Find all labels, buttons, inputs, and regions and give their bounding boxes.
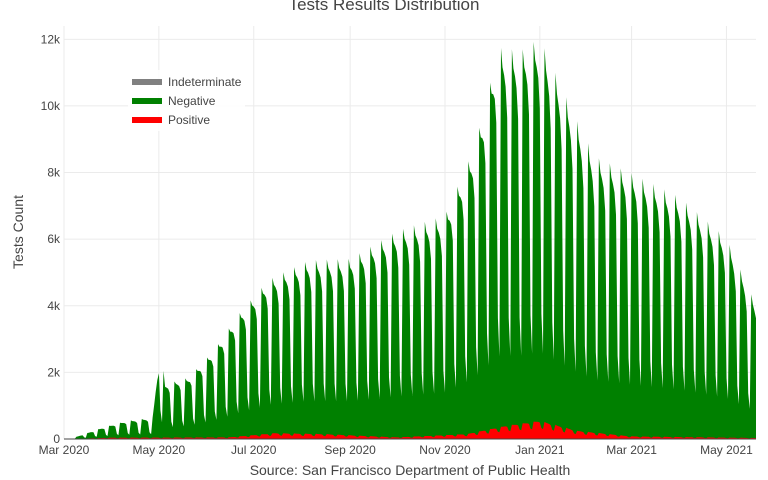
x-tick-label: May 2021 <box>700 443 753 457</box>
legend-swatch-indeterminate <box>132 78 162 85</box>
x-tick-label: May 2020 <box>133 443 186 457</box>
legend-label-negative: Negative <box>168 93 216 108</box>
y-tick-label: 6k <box>47 232 61 246</box>
y-tick-label: 12k <box>41 32 61 46</box>
x-tick-label: Mar 2021 <box>606 443 657 457</box>
legend-item-negative[interactable]: Negative <box>132 91 241 110</box>
y-tick-label: 4k <box>47 299 61 313</box>
area-positive[interactable] <box>68 421 756 439</box>
area-series <box>68 41 756 440</box>
x-tick-label: Nov 2020 <box>419 443 471 457</box>
x-tick-label: Jul 2020 <box>231 443 277 457</box>
legend-label-indeterminate: Indeterminate <box>168 74 242 89</box>
x-axis-label: Source: San Francisco Department of Publ… <box>249 462 571 478</box>
x-tick-label: Jan 2021 <box>515 443 565 457</box>
legend-item-positive[interactable]: Positive <box>132 110 241 129</box>
x-tick-label: Mar 2020 <box>39 443 90 457</box>
y-tick-label: 10k <box>41 99 61 113</box>
legend-label-positive: Positive <box>168 112 211 127</box>
legend-swatch-negative <box>132 97 162 104</box>
legend-swatch-positive <box>132 116 162 123</box>
area-negative[interactable] <box>68 41 756 440</box>
x-tick-label: Sep 2020 <box>324 443 376 457</box>
y-tick-label: 0 <box>53 432 60 446</box>
chart-title: Tests Results Distribution <box>288 0 480 14</box>
y-tick-label: 8k <box>47 166 61 180</box>
y-axis-label: Tests Count <box>10 195 26 269</box>
legend-item-indeterminate[interactable]: Indeterminate <box>132 72 241 91</box>
y-tick-label: 2k <box>47 365 61 379</box>
axes: 0 2k 4k 6k 8k 10k 12k Mar 2020 May 2020 Jul 2020 S… <box>39 32 756 457</box>
legend[interactable]: Indeterminate Negative Positive <box>128 70 246 131</box>
